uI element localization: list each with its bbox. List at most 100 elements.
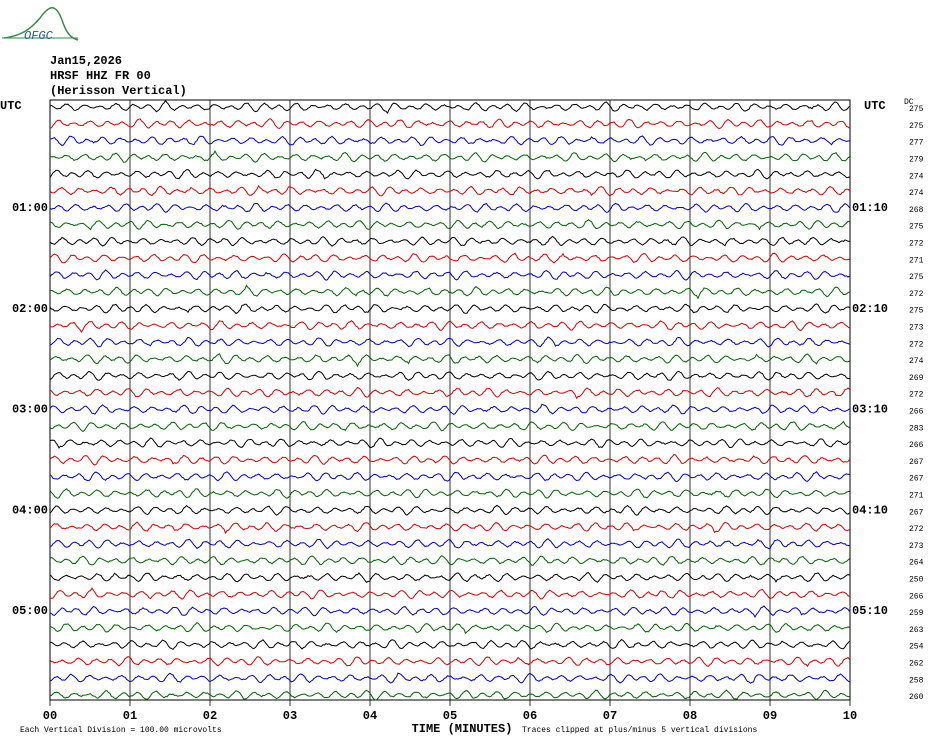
x-tick-label: 08	[683, 709, 697, 723]
dc-value: 263	[909, 626, 924, 635]
trace	[49, 303, 850, 315]
right-time: 02:10	[852, 302, 888, 316]
left-time: 02:00	[12, 302, 48, 316]
x-tick-label: 02	[203, 709, 217, 723]
dc-value: 250	[909, 576, 924, 585]
trace	[49, 403, 850, 415]
dc-value: 275	[909, 273, 924, 282]
left-utc: UTC	[0, 99, 22, 113]
dc-value: 271	[909, 492, 924, 501]
station: HRSF HHZ FR 00	[50, 69, 151, 83]
dc-value: 267	[909, 508, 924, 517]
right-time: 04:10	[852, 503, 888, 517]
trace	[49, 454, 850, 466]
dc-value: 274	[909, 189, 924, 198]
x-tick-label: 03	[283, 709, 297, 723]
dc-value: 269	[909, 374, 924, 383]
dc-value: 283	[909, 424, 924, 433]
dc-value: 271	[909, 256, 924, 265]
right-utc: UTC	[864, 99, 886, 113]
trace	[49, 168, 850, 180]
dc-value: 277	[909, 139, 924, 148]
dc-value: 254	[909, 643, 924, 652]
clip-note: Traces clipped at plus/minus 5 vertical …	[522, 726, 757, 735]
scale-note: Each Vertical Division = 100.00 microvol…	[20, 726, 222, 735]
dc-value: 272	[909, 240, 924, 249]
left-time: 05:00	[12, 604, 48, 618]
trace	[49, 521, 850, 535]
dc-value: 259	[909, 609, 924, 618]
dc-value: 275	[909, 105, 924, 114]
dc-value: 279	[909, 156, 924, 165]
trace	[49, 605, 850, 619]
dc-value: 266	[909, 441, 924, 450]
trace	[49, 420, 850, 433]
trace	[49, 555, 850, 566]
trace	[49, 202, 850, 213]
dc-value: 272	[909, 391, 924, 400]
trace	[49, 184, 850, 197]
location: (Herisson Vertical)	[50, 84, 187, 98]
dc-value: 267	[909, 475, 924, 484]
trace	[49, 135, 850, 146]
trace	[49, 118, 850, 130]
trace	[49, 99, 850, 115]
trace	[49, 487, 850, 499]
trace	[49, 320, 850, 333]
trace	[49, 656, 850, 668]
trace	[49, 587, 850, 600]
x-tick-label: 09	[763, 709, 777, 723]
dc-value: 275	[909, 307, 924, 316]
dc-value: 258	[909, 676, 924, 685]
trace	[49, 437, 850, 449]
x-tick-label: 04	[363, 709, 377, 723]
dc-value: 267	[909, 458, 924, 467]
dc-value: 266	[909, 408, 924, 417]
dc-value: 272	[909, 525, 924, 534]
left-time: 01:00	[12, 201, 48, 215]
left-time: 03:00	[12, 403, 48, 417]
right-time: 01:10	[852, 201, 888, 215]
left-time: 04:00	[12, 503, 48, 517]
trace	[49, 672, 850, 684]
dc-value: 275	[909, 223, 924, 232]
dc-value: 266	[909, 592, 924, 601]
trace	[49, 150, 850, 163]
x-tick-label: 01	[123, 709, 137, 723]
dc-value: 272	[909, 290, 924, 299]
dc-value: 275	[909, 122, 924, 131]
trace	[49, 386, 850, 400]
trace	[49, 471, 850, 483]
right-time: 03:10	[852, 403, 888, 417]
trace	[49, 689, 850, 701]
trace	[49, 370, 850, 381]
trace	[49, 353, 850, 368]
date: Jan15,2026	[50, 54, 122, 68]
trace	[49, 284, 850, 300]
trace	[49, 219, 850, 231]
dc-value: 273	[909, 324, 924, 333]
trace	[49, 269, 850, 281]
trace	[49, 572, 850, 583]
trace	[49, 621, 850, 635]
trace	[49, 638, 850, 651]
logo-curve	[3, 7, 79, 41]
dc-value: 260	[909, 693, 924, 702]
trace	[49, 252, 850, 264]
dc-value: 273	[909, 542, 924, 551]
logo-text: OFGC	[24, 29, 54, 43]
trace	[49, 235, 850, 248]
trace	[49, 504, 850, 516]
right-time: 05:10	[852, 604, 888, 618]
dc-value: 262	[909, 660, 924, 669]
dc-value: 268	[909, 206, 924, 215]
dc-value: 272	[909, 340, 924, 349]
x-tick-label: 05	[443, 709, 457, 723]
dc-label: DC	[904, 98, 914, 107]
dc-value: 274	[909, 172, 924, 181]
x-tick-label: 00	[43, 709, 57, 723]
trace	[49, 336, 850, 348]
x-tick-label: 07	[603, 709, 617, 723]
x-tick-label: 06	[523, 709, 537, 723]
